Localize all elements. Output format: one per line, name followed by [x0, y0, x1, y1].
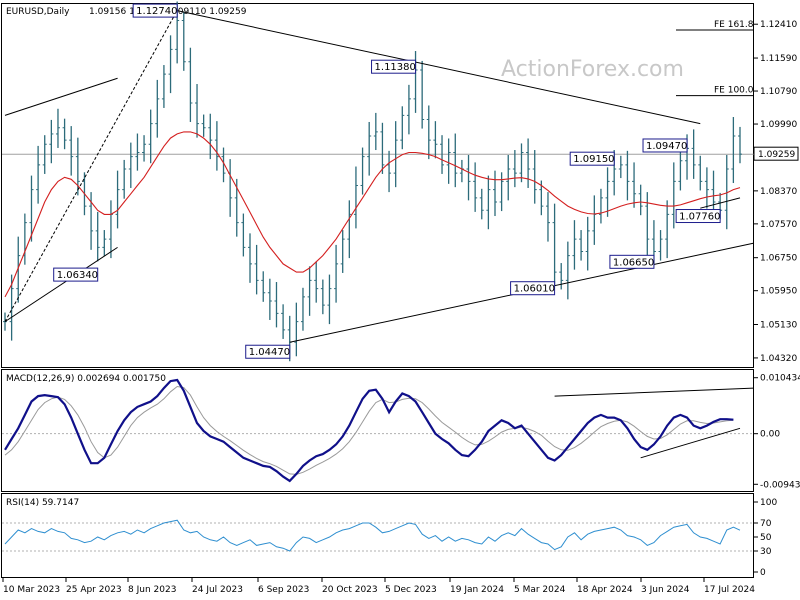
rsi-levels	[2, 522, 754, 552]
macd-main	[4, 378, 734, 483]
pivot-label: 1.07760	[679, 212, 720, 223]
price-y-tick-label: 1.10790	[760, 87, 797, 97]
last-price-value: 1.09259	[758, 150, 795, 160]
price-trendline	[700, 197, 741, 209]
x-tick-label: 19 Jan 2024	[450, 585, 504, 595]
pivot-label: 1.06340	[57, 270, 98, 281]
price-y-tick-label: 1.11590	[760, 54, 797, 64]
moving-average	[4, 131, 741, 298]
x-tick-label: 3 Jun 2024	[641, 585, 690, 595]
x-tick-label: 18 Apr 2024	[577, 585, 633, 595]
price-y-tick-label: 1.06750	[760, 254, 797, 264]
macd-y-tick-label: 0.010434	[760, 374, 800, 384]
macd-main-line	[4, 378, 734, 483]
rsi-panel-frame	[1, 493, 754, 578]
pivot-label: 1.04470	[249, 347, 290, 358]
price-y-tick-label: 1.07570	[760, 220, 797, 230]
macd-y-tick-label: -0.009436	[760, 480, 800, 490]
x-tick-label: 5 Mar 2024	[514, 585, 566, 595]
pivot-box	[569, 151, 615, 166]
price-y-tick-label: 1.04320	[760, 354, 797, 364]
ma-line	[4, 131, 741, 298]
chart-header: EURUSD,Daily 1.09156 1.09270 1.09110 1.0…	[6, 7, 247, 17]
pivot-box	[371, 59, 417, 74]
macd-y-axis: 0.010434 0.00 -0.009436	[754, 374, 800, 490]
rsi-y-tick-label: 70	[760, 519, 772, 529]
chart-title: EURUSD,Daily	[6, 7, 70, 17]
x-tick-label: 5 Dec 2023	[385, 585, 437, 595]
price-y-tick-label: 1.05950	[760, 287, 797, 297]
pivot-box	[609, 254, 655, 269]
last-price-tag: 1.09259	[753, 146, 799, 161]
rsi-label: RSI(14) 59.7147	[6, 498, 79, 508]
pivot-label: 1.06650	[613, 257, 654, 268]
x-tick-label: 6 Sep 2023	[258, 585, 309, 595]
pivot-box	[675, 209, 721, 224]
rsi-y-tick-label: 0	[760, 568, 766, 578]
price-panel-frame	[1, 3, 754, 368]
pivot-label: 1.06010	[514, 284, 555, 295]
x-tick-label: 17 Jul 2024	[704, 585, 755, 595]
pivot-box	[132, 3, 178, 18]
fib-level-label: FE 161.8	[714, 20, 754, 30]
price-trendline	[4, 246, 118, 323]
pivot-label: 1.11380	[375, 62, 416, 73]
pivot-box	[510, 281, 556, 296]
macd-label: MACD(12,26,9) 0.002694 0.001750	[6, 374, 166, 384]
price-y-axis: 1.124101.115901.107901.099901.091801.083…	[754, 20, 797, 364]
rsi-y-tick-label: 100	[760, 498, 777, 508]
x-axis: 10 Mar 2023 25 Apr 2023 8 Jun 2023 24 Jul 2…	[2, 578, 755, 595]
x-tick-label: 20 Oct 2023	[322, 585, 378, 595]
price-trendline	[4, 10, 178, 322]
x-tick-label: 10 Mar 2023	[3, 585, 60, 595]
x-tick-label: 8 Jun 2023	[128, 585, 176, 595]
pivot-box	[53, 267, 99, 282]
price-y-tick-label: 1.09990	[760, 120, 797, 130]
pivot-box	[245, 344, 291, 359]
macd-trendline	[640, 427, 741, 459]
price-trendline	[177, 10, 701, 125]
rsi-line	[4, 519, 741, 552]
macd-signal-line	[4, 385, 734, 475]
pivot-label: 1.09150	[573, 154, 614, 165]
macd-trendlines	[554, 387, 754, 459]
rsi-y-axis: 100 70 50 30 0	[754, 498, 777, 578]
price-y-tick-label: 1.05130	[760, 321, 797, 331]
watermark: ActionForex.com	[501, 57, 684, 82]
price-trendline	[4, 77, 118, 116]
fib-level-label: FE 100.0	[714, 86, 754, 96]
rsi-y-tick-label: 50	[760, 533, 772, 543]
macd-signal	[4, 385, 734, 475]
price-y-tick-label: 1.08370	[760, 187, 797, 197]
x-tick-label: 25 Apr 2023	[66, 585, 122, 595]
pivot-labels: 1.12740 1.11380 1.06340 1.04470 1.09150 1.094…	[53, 3, 721, 359]
price-y-tick-label: 1.12410	[760, 20, 797, 30]
last-price-box	[753, 146, 799, 161]
pivot-label: 1.09470	[646, 141, 687, 152]
x-tick-label: 24 Jul 2023	[192, 585, 243, 595]
fib-levels: FE 161.8 FE 100.0	[676, 20, 754, 97]
pivot-label: 1.12740	[136, 6, 177, 17]
macd-panel-frame	[1, 369, 754, 492]
rsi-polyline	[4, 519, 741, 552]
macd-y-tick-label: 0.00	[760, 430, 780, 440]
macd-trendline	[554, 387, 754, 397]
rsi-y-tick-label: 30	[760, 547, 772, 557]
pivot-box	[642, 138, 688, 153]
